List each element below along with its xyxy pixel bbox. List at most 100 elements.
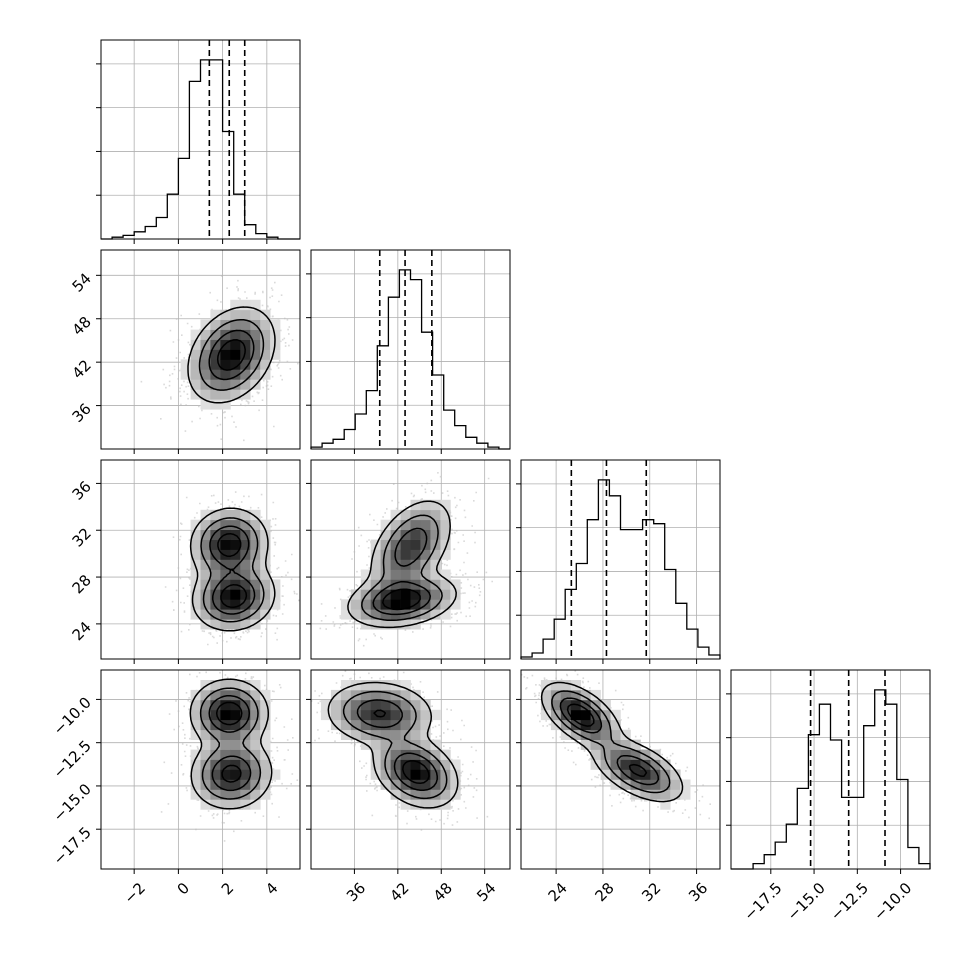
density-cell <box>210 619 221 630</box>
density-cell <box>420 569 431 580</box>
density-cell <box>230 299 241 311</box>
x-tick-label: −17.5 <box>740 879 785 924</box>
density-cell <box>200 399 211 410</box>
x-tick-label: 48 <box>430 879 456 905</box>
density-cell <box>370 559 381 570</box>
density-cell <box>370 549 381 560</box>
density-cell <box>240 579 251 590</box>
contour-level-3 <box>217 532 248 608</box>
density-cell <box>240 589 251 600</box>
density-cell <box>210 739 221 750</box>
density-cell <box>270 599 281 610</box>
contour-level-1 <box>551 690 671 794</box>
density-cell <box>370 769 381 780</box>
density-cell <box>380 680 391 691</box>
contour-level-1 <box>200 517 265 623</box>
density-cell <box>210 549 221 560</box>
density-cell <box>260 529 271 540</box>
density-cell <box>240 369 251 380</box>
histogram-3 <box>731 689 931 870</box>
density-cell <box>220 719 231 731</box>
density-cell <box>200 680 211 691</box>
density-cell <box>410 549 421 560</box>
density-cell <box>440 609 451 620</box>
density-cell <box>400 699 411 711</box>
density-cell <box>330 699 342 711</box>
panel-frame <box>310 459 511 660</box>
density-cell <box>210 319 221 330</box>
density-cell <box>340 719 352 731</box>
density-cell <box>260 349 271 360</box>
density-cell <box>390 789 401 800</box>
density-cell <box>450 599 461 610</box>
density-cell <box>380 609 391 620</box>
density-cell <box>200 799 211 810</box>
density-cell <box>260 519 271 530</box>
density-cell <box>250 299 261 311</box>
panel-3-1 <box>311 670 489 831</box>
density-cell <box>190 609 201 620</box>
density-cell <box>240 729 251 740</box>
density-cell <box>370 749 381 760</box>
density-cell <box>210 589 221 600</box>
density-cell <box>200 779 211 790</box>
density-cell <box>610 729 621 740</box>
density-cell <box>200 369 211 380</box>
density-cell <box>200 359 211 370</box>
density-cell <box>250 329 261 340</box>
density-cell <box>400 519 411 530</box>
density-cell <box>440 549 451 560</box>
density-cell <box>340 689 352 701</box>
density-cell <box>380 539 391 550</box>
density-cell <box>390 599 401 610</box>
density-cell <box>210 369 221 380</box>
density-cell <box>260 689 271 701</box>
density-cell <box>400 609 411 620</box>
density-cell <box>220 389 231 400</box>
density-cell <box>620 749 631 760</box>
density-cell <box>250 309 261 320</box>
density-cell <box>400 569 411 580</box>
panel-2-1 <box>319 472 493 647</box>
density-cell <box>440 599 451 610</box>
density-cell <box>230 589 241 600</box>
density-cell <box>410 559 421 570</box>
density-cell <box>250 539 261 550</box>
density-cell <box>600 749 611 760</box>
density-cell <box>410 529 421 540</box>
density-cell <box>430 519 441 530</box>
density-cell <box>360 609 372 620</box>
density-cell <box>420 759 431 770</box>
density-cell <box>240 709 251 721</box>
density-cell <box>240 569 251 580</box>
density-cell <box>260 759 271 770</box>
density-cell <box>200 719 211 731</box>
density-cell <box>270 349 281 360</box>
density-cell <box>190 589 201 600</box>
density-cell <box>220 739 231 750</box>
density-cell <box>250 779 261 790</box>
density-cell <box>650 759 661 770</box>
density-cell <box>240 619 251 630</box>
density-cell <box>450 769 461 780</box>
y-tick-label: −10.0 <box>50 694 95 739</box>
x-tick-label: 2 <box>218 879 237 898</box>
density-cell <box>340 609 352 620</box>
density-cell <box>400 599 411 610</box>
y-tick-label: −12.5 <box>50 737 95 782</box>
density-cell <box>200 549 211 560</box>
panel-3-0 <box>160 670 299 842</box>
density-cell <box>660 789 671 800</box>
density-cell <box>430 529 441 540</box>
y-tick-label: 36 <box>69 478 95 504</box>
density-cell <box>440 759 451 770</box>
density-cell <box>380 549 391 560</box>
density-cell <box>580 699 591 711</box>
density-cell <box>200 509 211 521</box>
density-cell <box>390 779 401 790</box>
density-cell <box>240 299 251 311</box>
density-cell <box>240 609 251 620</box>
density-cell <box>260 769 271 780</box>
density-cell <box>320 699 332 711</box>
